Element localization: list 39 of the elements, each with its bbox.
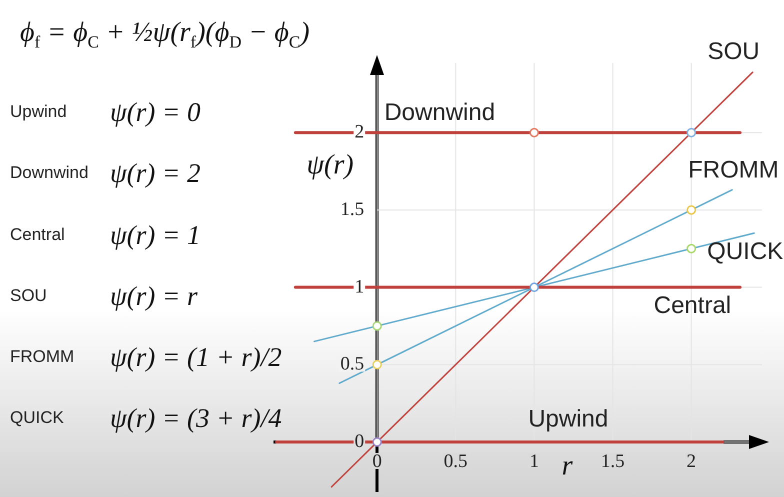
- y-tick-label: 0.5: [340, 354, 364, 375]
- annotation: ψ(r) = (1 + r)/2: [110, 341, 282, 373]
- text: Central: [10, 225, 65, 245]
- series-label: FROMM: [688, 156, 779, 184]
- y-tick-label: 1: [354, 276, 364, 298]
- text: Downwind: [10, 163, 88, 183]
- text: ψ(r) = 0: [110, 96, 200, 128]
- text: ψ(r) = r: [110, 280, 198, 312]
- text: Upwind: [10, 102, 67, 122]
- y-tick-label: 1.5: [340, 198, 364, 220]
- series-label: Upwind: [528, 406, 608, 433]
- series-label: Central: [654, 292, 732, 319]
- x-tick-label: 1: [529, 450, 539, 472]
- point: [372, 321, 382, 331]
- y-tick-label: 2: [354, 122, 364, 143]
- point: [686, 244, 696, 254]
- text: FROMM: [10, 347, 74, 367]
- series-label: QUICK: [707, 238, 784, 265]
- y-axis-title: ψ(r): [306, 149, 354, 180]
- point: [372, 437, 382, 447]
- point: [529, 282, 539, 292]
- series-label: SOU: [708, 38, 760, 65]
- text: QUICK: [10, 408, 64, 428]
- x-tick-label: 2: [686, 450, 696, 472]
- point: [529, 128, 539, 138]
- y-tick-label: 0: [354, 430, 364, 452]
- point: [372, 360, 382, 370]
- x-tick-label: 0.5: [444, 450, 468, 472]
- text: ψ(r) = 1: [110, 219, 200, 251]
- series-label: Downwind: [384, 99, 496, 126]
- annotation: ψ(r) = (3 + r)/4: [110, 402, 282, 434]
- chart-title: ϕ$_{f}$ = ϕ$_{C}$ + ½ψ(r$_{f}$)(ϕ$_{D}$ − ϕ$_{C}$): [20, 17, 310, 52]
- text: SOU: [10, 286, 47, 306]
- point: [686, 205, 696, 215]
- x-axis-title: r: [562, 450, 573, 482]
- point: [686, 128, 696, 138]
- text: ψ(r) = 2: [110, 157, 200, 189]
- x-tick-label: 0: [372, 450, 382, 472]
- x-tick-label: 1.5: [600, 450, 625, 472]
